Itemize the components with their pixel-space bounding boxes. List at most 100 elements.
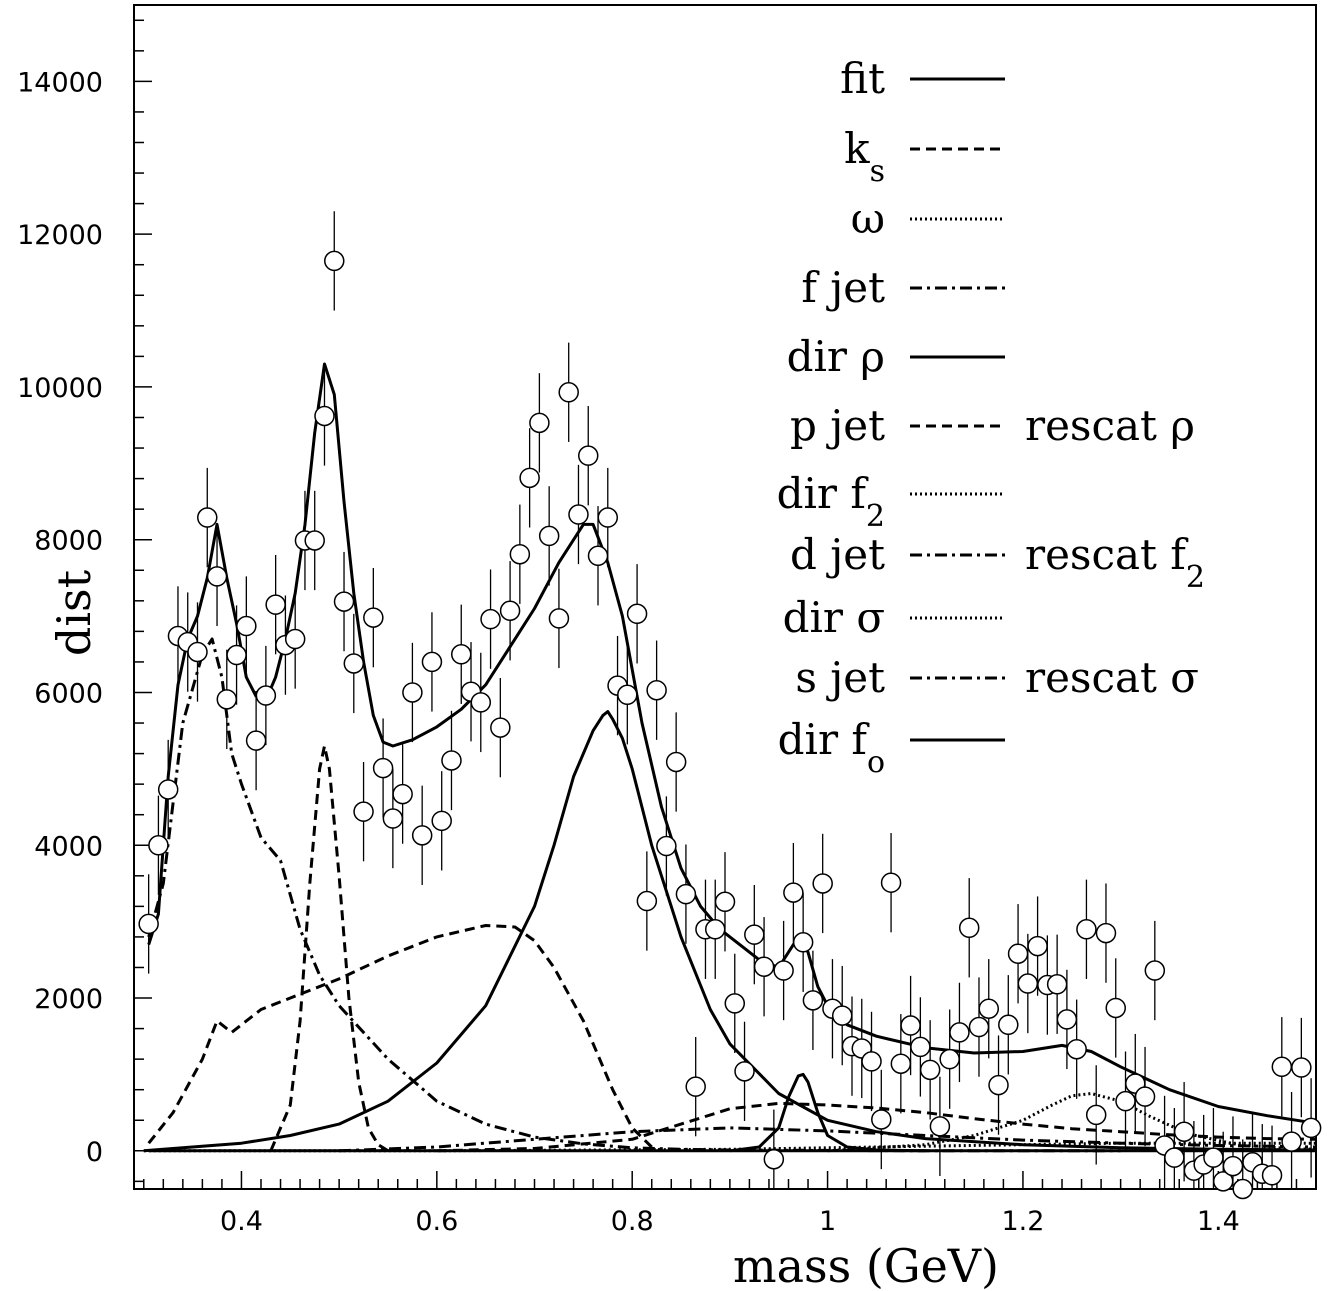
legend-label: dir fo (778, 715, 885, 780)
legend-label: f jet (801, 263, 885, 312)
data-point (1291, 1057, 1312, 1078)
y-axis-ticks (134, 19, 152, 1183)
x-tick-label: 0.8 (611, 1206, 654, 1237)
data-point (353, 801, 374, 822)
data-point (724, 993, 746, 1014)
data-point (910, 1036, 931, 1058)
data-point (880, 872, 902, 893)
data-point (265, 594, 286, 615)
data-point (656, 835, 677, 857)
legend-label: dir ρ (787, 332, 885, 381)
data-point (1046, 974, 1068, 995)
data-point (1173, 1121, 1195, 1142)
data-point (714, 891, 736, 913)
data-point (939, 1048, 960, 1070)
data-point (1203, 1147, 1224, 1168)
data-point (665, 751, 687, 773)
data-point (1017, 973, 1039, 994)
data-point (216, 689, 238, 710)
legend-label: d jet (790, 530, 885, 579)
data-point (783, 882, 804, 903)
data-point (929, 1116, 951, 1137)
data-point (284, 628, 306, 650)
data-point (548, 608, 570, 629)
data-point (968, 1016, 990, 1038)
data-point (861, 1051, 882, 1072)
data-points (138, 211, 1322, 1200)
series-k-s (269, 744, 389, 1153)
data-point (1271, 1056, 1293, 1078)
data-point (890, 1053, 912, 1074)
data-point (831, 1005, 853, 1026)
legend-label: ks (844, 124, 885, 189)
legend-extra-label: rescat ρ (1025, 401, 1195, 450)
data-point (480, 608, 501, 630)
data-point (988, 1074, 1009, 1096)
data-point (949, 1022, 970, 1043)
data-point (333, 591, 355, 612)
data-point (1066, 1038, 1087, 1060)
data-point (744, 924, 765, 945)
x-axis-label: mass (GeV) (733, 1239, 999, 1291)
data-point (138, 913, 159, 935)
y-axis-label: dist (47, 569, 101, 656)
legend-label: s jet (795, 653, 885, 702)
data-point (1007, 943, 1029, 964)
data-point (509, 543, 531, 565)
data-point (1164, 1147, 1185, 1168)
series-p-jet (147, 924, 663, 1153)
data-point (958, 917, 980, 939)
data-point (490, 717, 511, 738)
data-point (1300, 1117, 1322, 1139)
x-axis-tick-labels: 0.4 0.6 0.8 1 1.2 1.4 (220, 1206, 1240, 1237)
series-f-jet (147, 637, 1121, 1153)
data-point (363, 607, 384, 628)
data-point (470, 692, 492, 713)
x-tick-label: 1 (819, 1206, 836, 1237)
data-point (587, 545, 609, 567)
data-point (1222, 1155, 1244, 1177)
data-point (148, 835, 169, 856)
y-axis-tick-labels: 0 2000 4000 6000 8000 10000 12000 14000 (17, 67, 103, 1167)
data-point (236, 615, 257, 637)
y-tick-label: 2000 (34, 984, 103, 1015)
legend: fit ks ω f jet dir ρ p jet rescat ρ dir f2d jet… (777, 54, 1205, 780)
y-tick-label: 4000 (34, 831, 103, 862)
data-point (763, 1148, 785, 1170)
data-point (792, 932, 814, 953)
series-s-jet (143, 1141, 1316, 1153)
x-axis-ticks (143, 1171, 1317, 1189)
data-point (773, 960, 794, 981)
data-point (245, 730, 267, 751)
y-tick-label: 8000 (34, 526, 103, 557)
data-point (753, 956, 775, 977)
data-point (519, 467, 540, 489)
data-point (1056, 1009, 1078, 1030)
data-point (1105, 997, 1126, 1019)
data-point (304, 530, 325, 551)
data-point (255, 685, 277, 706)
data-point (1281, 1131, 1302, 1152)
data-point (568, 504, 589, 525)
data-point (646, 679, 667, 701)
data-point (685, 1076, 706, 1097)
data-point (324, 250, 345, 272)
data-point (597, 507, 619, 528)
data-point (343, 653, 365, 674)
data-point (1095, 922, 1117, 944)
data-point (157, 779, 179, 800)
data-point (675, 883, 697, 905)
data-point (577, 445, 599, 466)
data-point (1085, 1104, 1107, 1126)
y-tick-label: 12000 (17, 220, 103, 251)
data-point (538, 525, 560, 547)
legend-extra-label: rescat σ (1025, 653, 1199, 702)
x-tick-label: 1.2 (1001, 1206, 1044, 1237)
data-point (704, 919, 726, 940)
data-point (372, 757, 394, 779)
data-point (802, 990, 824, 1011)
data-point (919, 1059, 941, 1081)
data-point (558, 382, 579, 403)
legend-label: dir f2 (777, 469, 885, 534)
data-point (392, 783, 413, 805)
